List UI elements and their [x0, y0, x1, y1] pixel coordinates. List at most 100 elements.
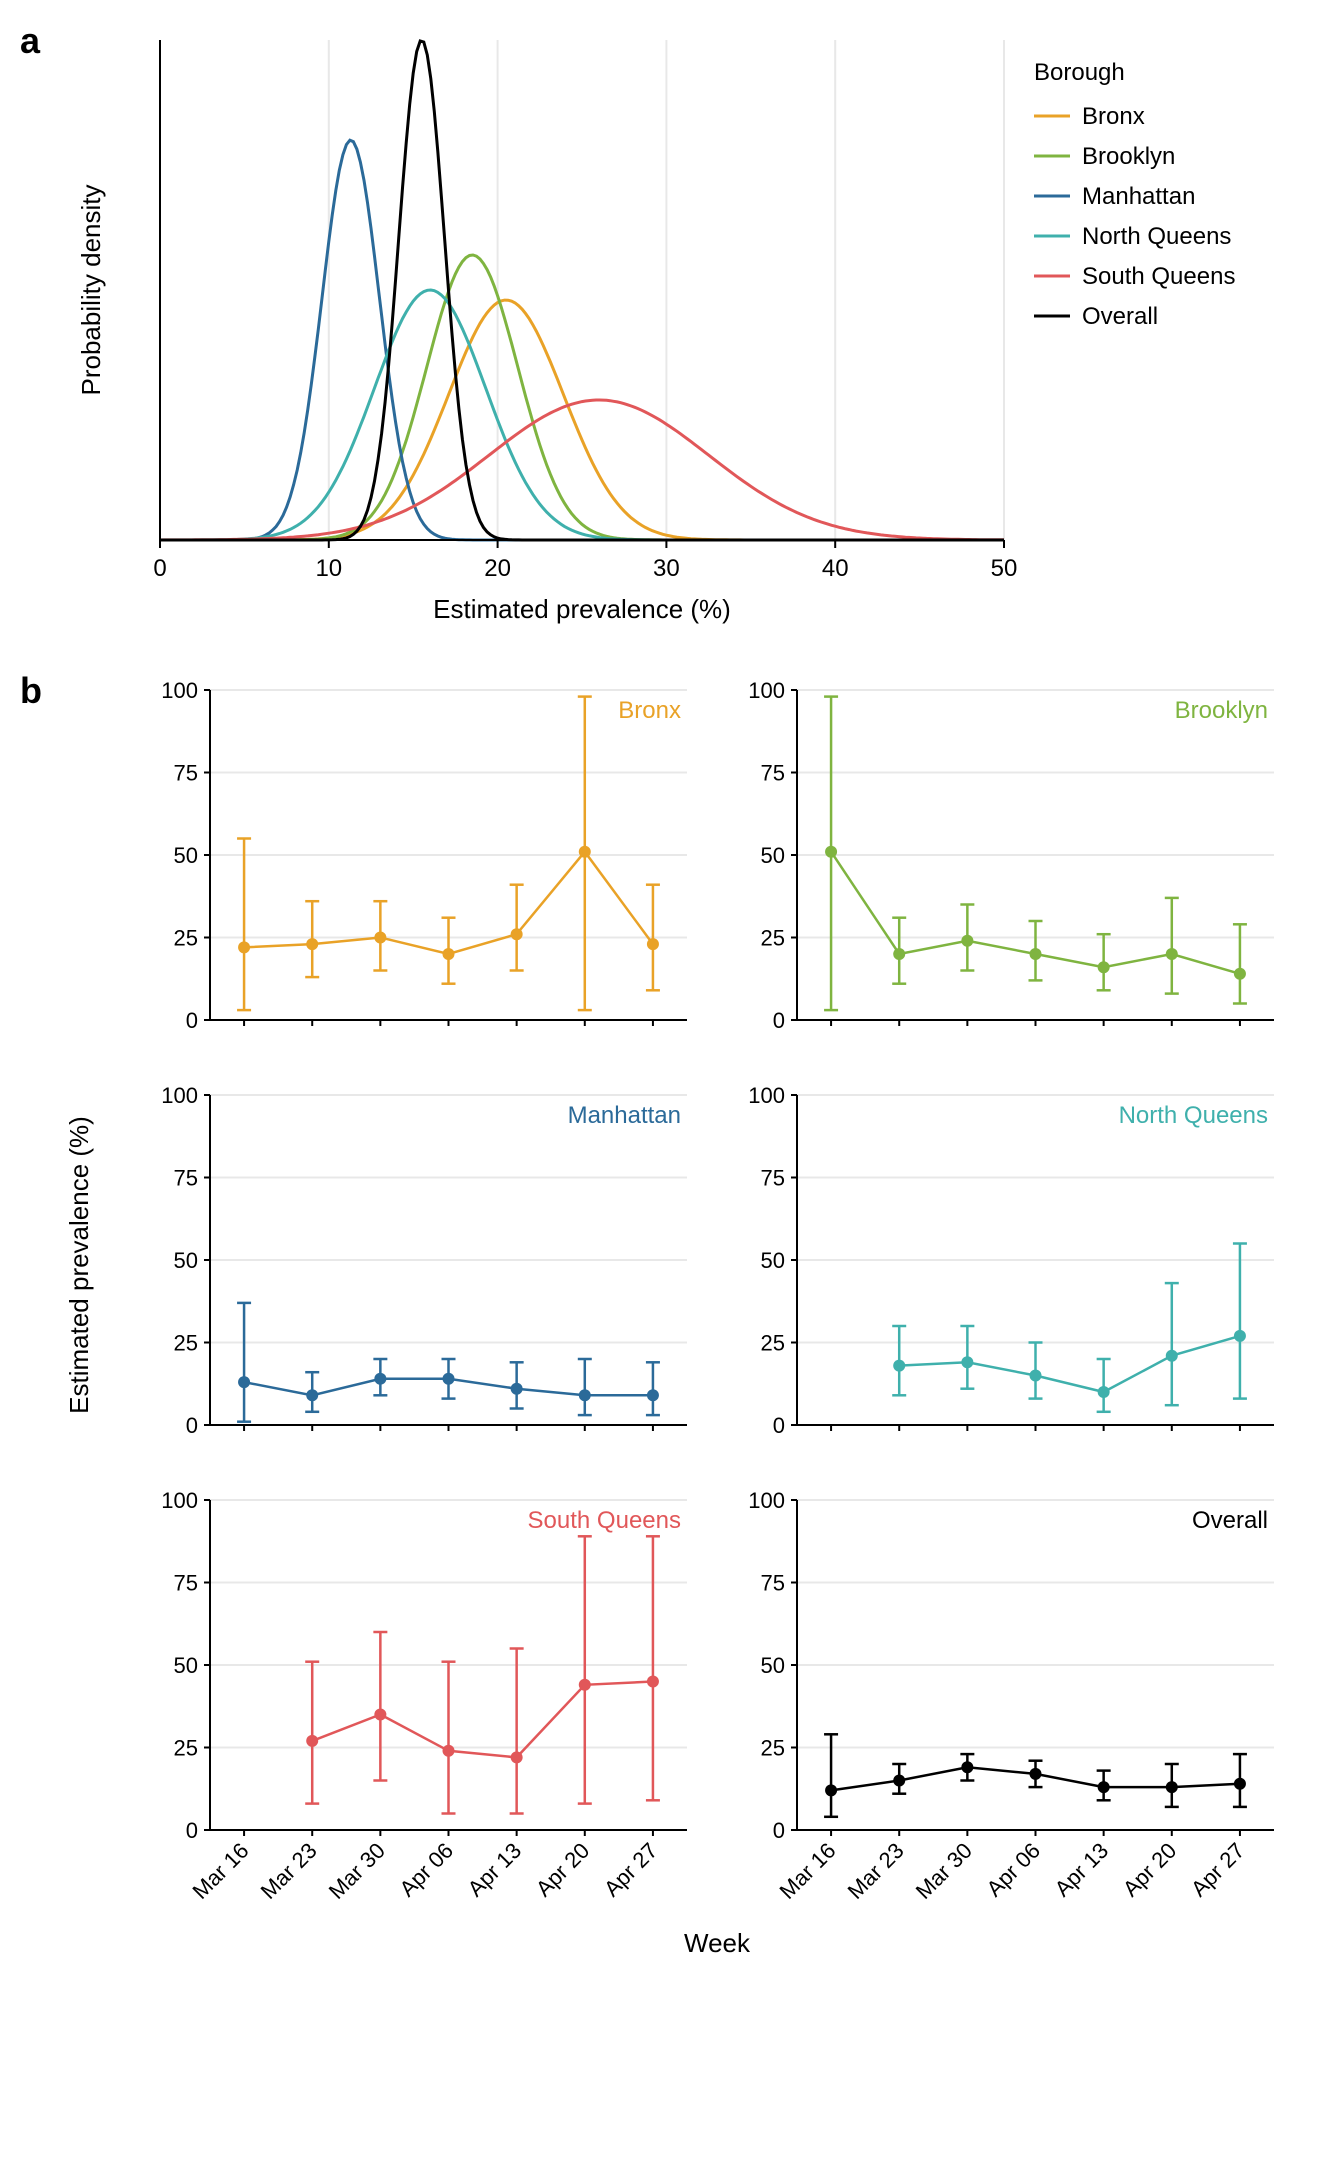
svg-text:0: 0 — [773, 1008, 785, 1033]
svg-text:25: 25 — [761, 926, 785, 951]
subplot: 0255075100Mar 16Mar 23Mar 30Apr 06Apr 13… — [161, 1488, 687, 1904]
legend-title: Borough — [1034, 59, 1125, 86]
data-point — [825, 846, 837, 858]
data-point — [238, 941, 250, 953]
panel-a-row: a 0 10 20 30 40 50 Estimated prevalence (%) Pro… — [20, 20, 1304, 640]
subplot: 0255075100Mar 16Mar 23Mar 30Apr 06Apr 13… — [748, 1488, 1274, 1904]
subplot-title: Brooklyn — [1175, 697, 1268, 724]
subplot: 0 25 50 75 100 Brooklyn — [748, 678, 1274, 1033]
data-point — [825, 1784, 837, 1796]
data-point — [511, 1383, 523, 1395]
data-point — [238, 1376, 250, 1388]
legend-label: South Queens — [1082, 263, 1235, 290]
x-tick-label: Apr 27 — [1186, 1838, 1250, 1902]
svg-text:25: 25 — [174, 1736, 198, 1761]
svg-text:0: 0 — [773, 1413, 785, 1438]
svg-text:10: 10 — [315, 555, 342, 582]
data-point — [1234, 968, 1246, 980]
panel-a-label: a — [20, 20, 60, 62]
data-point — [1030, 1370, 1042, 1382]
svg-text:30: 30 — [653, 555, 680, 582]
svg-text:25: 25 — [761, 1736, 785, 1761]
data-point — [1098, 1781, 1110, 1793]
x-tick-label: Mar 23 — [843, 1838, 909, 1904]
data-point — [374, 1709, 386, 1721]
data-point — [1166, 1781, 1178, 1793]
svg-text:75: 75 — [174, 1571, 198, 1596]
data-point — [306, 1389, 318, 1401]
svg-text:75: 75 — [761, 761, 785, 786]
data-point — [579, 846, 591, 858]
legend-label: Bronx — [1082, 103, 1145, 130]
data-point — [647, 938, 659, 950]
svg-text:25: 25 — [174, 1331, 198, 1356]
data-point — [961, 1761, 973, 1773]
subplot: 0255075100Bronx — [161, 678, 687, 1033]
svg-text:50: 50 — [174, 843, 198, 868]
data-point — [443, 948, 455, 960]
data-point — [1234, 1330, 1246, 1342]
x-tick-label: Mar 30 — [324, 1838, 390, 1904]
data-point — [306, 938, 318, 950]
svg-text:0: 0 — [773, 1818, 785, 1843]
data-point — [1098, 961, 1110, 973]
data-point — [961, 1356, 973, 1368]
svg-text:50: 50 — [761, 1248, 785, 1273]
svg-text:0: 0 — [186, 1008, 198, 1033]
subplot-title: South Queens — [528, 1507, 681, 1534]
svg-text:100: 100 — [748, 678, 785, 703]
svg-text:50: 50 — [761, 843, 785, 868]
svg-text:100: 100 — [161, 1083, 198, 1108]
svg-text:40: 40 — [822, 555, 849, 582]
data-point — [1030, 1768, 1042, 1780]
data-point — [374, 1373, 386, 1385]
svg-text:100: 100 — [161, 678, 198, 703]
svg-text:0: 0 — [186, 1818, 198, 1843]
data-point — [893, 1360, 905, 1372]
svg-text:50: 50 — [991, 555, 1018, 582]
subplot-title: Overall — [1192, 1507, 1268, 1534]
svg-text:100: 100 — [161, 1488, 198, 1513]
data-point — [893, 1775, 905, 1787]
data-point — [1098, 1386, 1110, 1398]
svg-text:100: 100 — [748, 1488, 785, 1513]
x-tick-label: Apr 20 — [1118, 1838, 1182, 1902]
x-tick-label: Mar 23 — [256, 1838, 322, 1904]
svg-text:25: 25 — [174, 926, 198, 951]
density-chart: 0 10 20 30 40 50 Estimated prevalence (%) Proba… — [60, 20, 1304, 640]
legend: BoroughBronxBrooklynManhattanNorth Queen… — [1034, 59, 1235, 330]
x-tick-label: Mar 30 — [911, 1838, 977, 1904]
subplot-title: Bronx — [618, 697, 681, 724]
data-point — [443, 1745, 455, 1757]
x-tick-label: Apr 13 — [463, 1838, 527, 1902]
y-axis-label: Estimated prevalence (%) — [64, 1116, 94, 1414]
subplot-title: North Queens — [1119, 1102, 1268, 1129]
data-point — [374, 932, 386, 944]
svg-text:50: 50 — [174, 1248, 198, 1273]
x-axis-label: Estimated prevalence (%) — [433, 594, 731, 624]
data-point — [893, 948, 905, 960]
data-point — [961, 935, 973, 947]
data-point — [647, 1389, 659, 1401]
x-axis-label: Week — [684, 1928, 751, 1958]
figure-container: a 0 10 20 30 40 50 Estimated prevalence (%) Pro… — [20, 20, 1304, 1970]
svg-text:75: 75 — [761, 1166, 785, 1191]
svg-text:0: 0 — [186, 1413, 198, 1438]
subplot: 0255075100North Queens — [748, 1083, 1274, 1438]
data-point — [1166, 948, 1178, 960]
svg-text:20: 20 — [484, 555, 511, 582]
data-point — [443, 1373, 455, 1385]
data-point — [511, 1751, 523, 1763]
subplot-title: Manhattan — [568, 1102, 681, 1129]
data-point — [579, 1389, 591, 1401]
svg-text:0: 0 — [153, 555, 166, 582]
data-point — [511, 928, 523, 940]
data-point — [1234, 1778, 1246, 1790]
svg-text:50: 50 — [174, 1653, 198, 1678]
legend-label: Brooklyn — [1082, 143, 1175, 170]
panel-b-label: b — [20, 670, 60, 712]
x-tick-label: Apr 27 — [599, 1838, 663, 1902]
x-tick-label: Apr 06 — [982, 1838, 1046, 1902]
x-tick-label: Apr 06 — [395, 1838, 459, 1902]
y-axis-label: Probability density — [76, 185, 106, 396]
